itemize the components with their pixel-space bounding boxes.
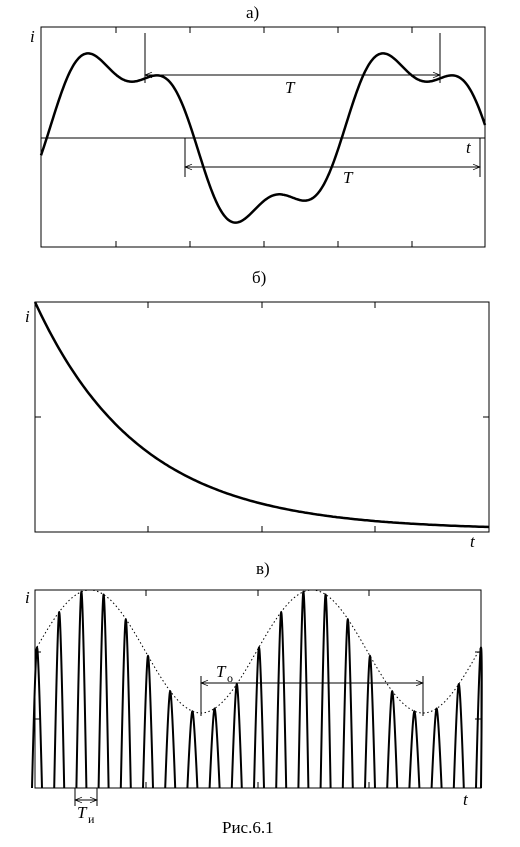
x-label: t (466, 138, 472, 157)
period-label: T (77, 803, 88, 822)
decay-curve (33, 301, 490, 529)
period-label: T (285, 78, 296, 97)
panel-label: б) (252, 268, 266, 287)
ticks (115, 27, 413, 247)
period-label: T (216, 662, 227, 681)
y-label: i (30, 27, 35, 46)
caption: Рис.6.1 (222, 818, 274, 837)
x-label: t (463, 790, 469, 809)
ticks (35, 302, 489, 532)
period-label: T (343, 168, 354, 187)
panel-label: а) (246, 3, 259, 22)
period-subscript: о (227, 671, 233, 685)
y-label: i (25, 307, 30, 326)
panel-frame (40, 26, 486, 248)
envelope (34, 589, 482, 714)
pulse-train (31, 590, 483, 789)
period-subscript: и (88, 812, 95, 826)
panel-frame (34, 301, 490, 533)
y-label: i (25, 588, 30, 607)
panel-label: в) (256, 559, 270, 578)
x-label: t (470, 532, 476, 551)
